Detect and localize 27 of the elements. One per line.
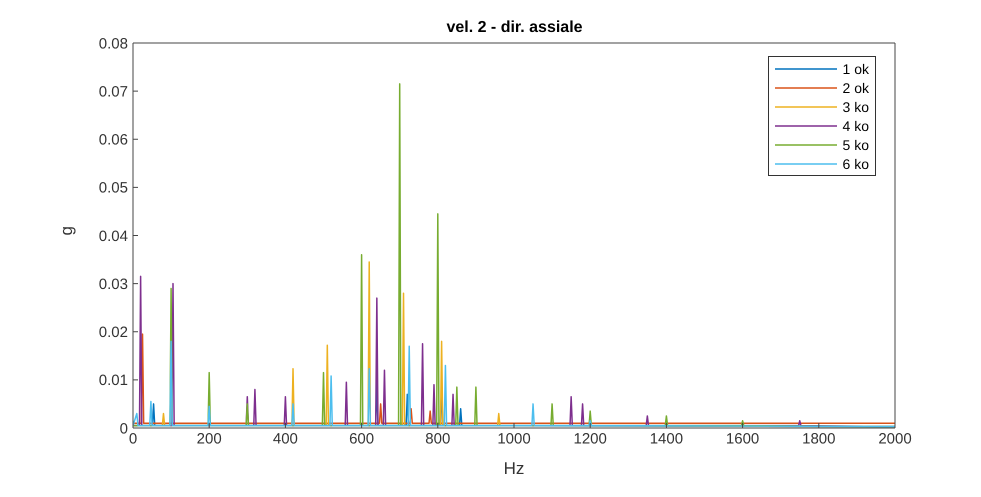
y-tick-label: 0.01 (98, 372, 128, 390)
legend-label: 1 ok (842, 60, 869, 76)
y-axis-title: g (57, 226, 76, 236)
y-tick-label: 0.06 (98, 132, 128, 149)
y-tick-label: 0.05 (98, 180, 128, 197)
chart-title: vel. 2 - dir. assiale (446, 19, 583, 36)
x-tick-label: 2000 (878, 430, 912, 448)
y-tick-label: 0.03 (98, 276, 128, 293)
legend-label: 6 ko (842, 156, 869, 172)
x-tick-label: 1800 (802, 430, 836, 448)
legend-label: 3 ko (842, 98, 869, 114)
x-tick-label: 1600 (726, 430, 760, 448)
x-tick-label: 1000 (497, 430, 531, 448)
x-tick-label: 400 (272, 430, 298, 448)
y-tick-label: 0.07 (98, 83, 128, 100)
x-tick-label: 800 (425, 430, 450, 448)
legend-label: 2 ok (842, 80, 869, 96)
x-tick-label: 1200 (574, 430, 607, 448)
x-tick-label: 600 (349, 430, 374, 448)
legend-label: 4 ko (842, 118, 869, 134)
y-tick-label: 0.04 (98, 228, 128, 245)
y-tick-label: 0.02 (98, 324, 128, 342)
x-axis-title: Hz (504, 459, 524, 478)
x-tick-label: 1400 (650, 430, 684, 448)
x-tick-label: 200 (196, 430, 222, 448)
legend-label: 5 ko (842, 136, 869, 152)
y-tick-label: 0.08 (98, 35, 128, 52)
